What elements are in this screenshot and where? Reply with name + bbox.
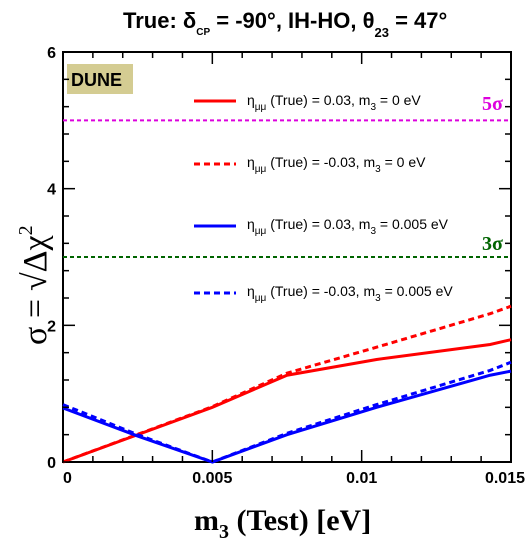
x-tick-label: 0 <box>63 470 72 487</box>
dune-badge-text: DUNE <box>71 70 122 90</box>
legend-label-3: ημμ (True) = 0.03, m3 = 0.005 eV <box>247 216 449 237</box>
svg-text:σ =√Δχ2: σ =√Δχ2 <box>15 225 54 345</box>
x-tick-label: 0.015 <box>485 470 525 487</box>
five-sigma-label: 5σ <box>482 93 503 115</box>
y-tick-label: 0 <box>47 455 56 472</box>
tick-layer: 0 0.005 0.01 0.015 0 2 4 6 <box>47 45 525 487</box>
series-layer <box>62 304 512 464</box>
legend-label-4: ημμ (True) = -0.03, m3 = 0.005 eV <box>247 283 453 304</box>
chart-title: True: δCP = -90°, IH-HO, θ23 = 47° <box>123 8 447 40</box>
y-tick-label: 6 <box>47 45 56 62</box>
y-tick-label: 2 <box>47 318 56 335</box>
series-line-1 <box>62 338 512 464</box>
legend: ημμ (True) = 0.03, m3 = 0 eV ημμ (True) … <box>194 92 453 304</box>
legend-label-2: ημμ (True) = -0.03, m3 = 0 eV <box>247 154 426 175</box>
x-tick-label: 0.01 <box>346 470 377 487</box>
legend-label-1: ημμ (True) = 0.03, m3 = 0 eV <box>247 92 421 113</box>
y-tick-label: 4 <box>47 182 56 199</box>
y-axis-label: σ =√Δχ2 <box>15 225 54 345</box>
three-sigma-label: 3σ <box>482 233 503 255</box>
dune-badge <box>67 64 133 94</box>
series-line-4 <box>62 360 512 464</box>
series-line-2 <box>62 304 512 464</box>
x-axis-label: m3 (Test) [eV] <box>194 504 371 543</box>
x-tick-label: 0.005 <box>192 470 232 487</box>
